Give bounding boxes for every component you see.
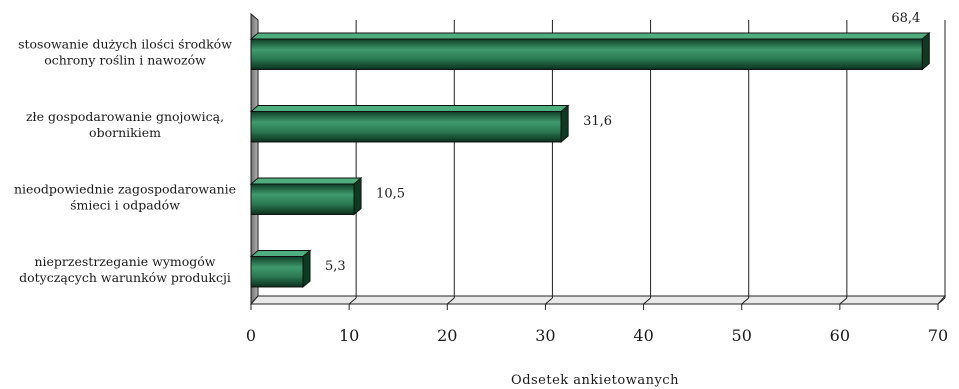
bar-end-face xyxy=(353,176,362,216)
gridline xyxy=(741,297,750,305)
bar-top-face xyxy=(249,32,931,40)
bar xyxy=(249,31,931,71)
gridline xyxy=(643,297,651,305)
bar-front-face xyxy=(250,38,923,70)
x-axis-ticks: 0 10 20 30 40 50 60 70 xyxy=(246,304,948,345)
x-tick-label: 20 xyxy=(437,326,457,345)
gridline xyxy=(446,297,455,305)
category-label: stosowanie dużych ilości środków ochrony … xyxy=(18,36,232,67)
value-label: 5,3 xyxy=(325,259,346,274)
bar-top-face xyxy=(249,250,312,258)
bar-end-face xyxy=(560,104,569,144)
x-tick-label: 0 xyxy=(246,326,256,345)
bar-top-face xyxy=(249,177,363,185)
category-label: nieodpowiednie zagospodarowanie śmieci i … xyxy=(14,181,236,212)
bars xyxy=(249,31,931,289)
value-label: 68,4 xyxy=(891,11,920,26)
gridline xyxy=(839,297,848,305)
bar-top-face xyxy=(249,105,570,113)
bar-front-face xyxy=(250,183,355,215)
gridline xyxy=(937,297,946,305)
x-tick-label: 60 xyxy=(830,326,850,345)
value-labels: 68,4 31,6 10,5 5,3 xyxy=(325,11,920,274)
category-label: złe gospodarowanie gnojowicą, obornikiem xyxy=(26,109,224,140)
bar-end-face xyxy=(302,249,311,289)
category-label: nieprzestrzeganie wymogów dotyczących war… xyxy=(19,254,231,285)
x-tick-label: 50 xyxy=(732,326,752,345)
value-label: 31,6 xyxy=(583,114,612,129)
bar xyxy=(249,249,312,289)
bar xyxy=(249,176,363,216)
x-tick-label: 30 xyxy=(535,326,555,345)
gridline xyxy=(545,297,553,305)
bar-front-face xyxy=(250,256,304,288)
bar xyxy=(249,104,570,144)
category-labels: stosowanie dużych ilości środków ochrony … xyxy=(14,36,236,285)
value-label: 10,5 xyxy=(376,186,405,201)
bar-end-face xyxy=(921,31,930,71)
bar-front-face xyxy=(250,111,562,143)
gridline xyxy=(348,297,357,305)
x-axis-title: Odsetek ankietowanych xyxy=(511,373,679,388)
x-tick-label: 70 xyxy=(928,326,948,345)
x-tick-label: 10 xyxy=(339,326,359,345)
x-tick-label: 40 xyxy=(633,326,653,345)
